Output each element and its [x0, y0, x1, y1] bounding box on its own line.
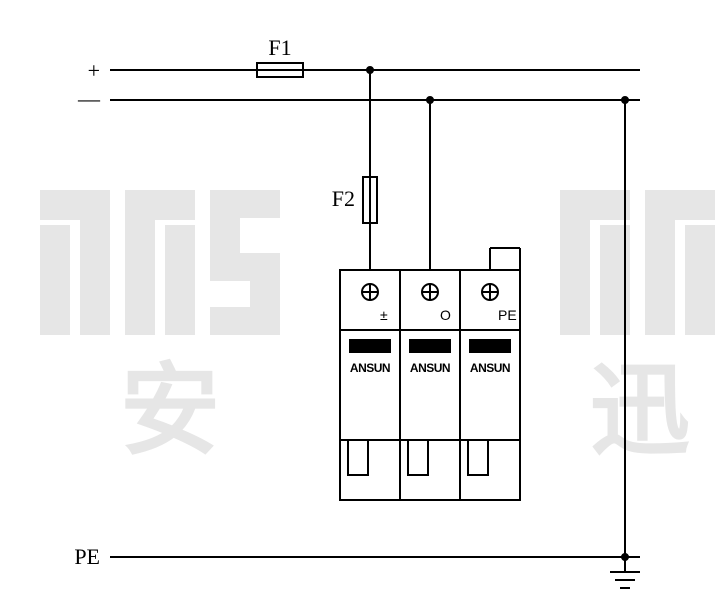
plus-label: + — [88, 58, 100, 83]
fuse-f2-label: F2 — [332, 186, 355, 211]
schematic-canvas: 安 迅 — [0, 0, 718, 609]
fuse-f1-label: F1 — [268, 35, 291, 60]
spd-module-1 — [340, 270, 400, 500]
spd-device: ± O PE ANSUN ANSUN ANSUN — [340, 270, 520, 500]
ground-symbol — [610, 557, 640, 588]
spd-terminal-3-label: PE — [498, 307, 517, 323]
spd-brand-3: ANSUN — [470, 361, 510, 375]
pe-label: PE — [74, 544, 100, 569]
spd-terminal-1-label: ± — [380, 307, 388, 323]
node-minus-right — [622, 97, 628, 103]
watermark-cn-right: 迅 — [590, 355, 690, 467]
spd-brand-2: ANSUN — [410, 361, 450, 375]
watermark-cn-left: 安 — [120, 355, 220, 467]
spd-terminal-2-label: O — [440, 307, 451, 323]
node-plus-tap — [367, 67, 373, 73]
node-minus-tap — [427, 97, 433, 103]
spd-brand-1: ANSUN — [350, 361, 390, 375]
spd-module-3 — [460, 270, 520, 500]
spd-module-2 — [400, 270, 460, 500]
minus-label: — — [77, 86, 101, 111]
